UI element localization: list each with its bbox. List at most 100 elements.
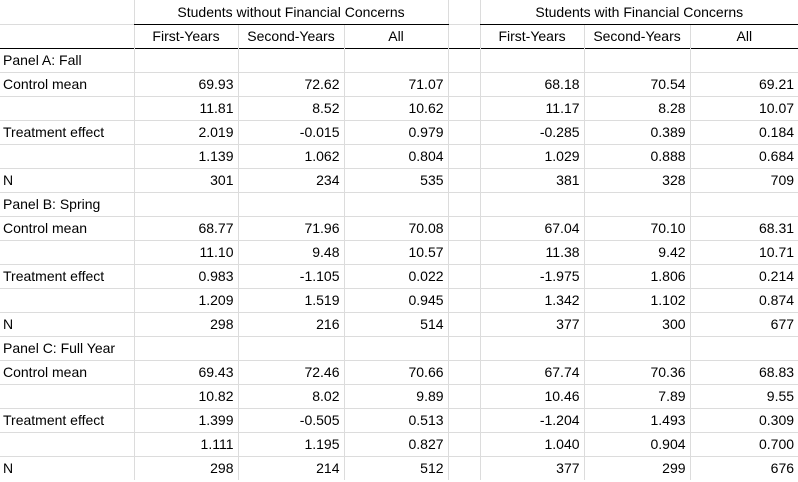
value-cell: 10.62	[343, 95, 449, 120]
value-cell: 0.684	[689, 143, 798, 168]
gap-cell	[447, 311, 481, 336]
value-cell: 1.062	[237, 143, 344, 168]
empty-cell	[479, 47, 585, 72]
row-label	[0, 287, 134, 312]
subheader-row: First-Years Second-Years All First-Years…	[0, 23, 798, 48]
empty-cell	[689, 335, 798, 360]
value-cell: 0.888	[583, 143, 691, 168]
value-cell: 0.983	[133, 263, 238, 288]
value-cell: 0.904	[583, 431, 691, 456]
value-cell: 1.195	[237, 431, 344, 456]
row-label	[0, 431, 134, 456]
value-cell: 1.029	[479, 143, 585, 168]
panel-title-row: Panel C: Full Year	[0, 335, 798, 360]
group-header-row: Students without Financial Concerns Stud…	[0, 0, 798, 25]
panel-title-row: Panel B: Spring	[0, 191, 798, 216]
group-header-without-concerns: Students without Financial Concerns	[133, 0, 449, 25]
gap-cell	[447, 71, 481, 96]
value-cell: 10.46	[479, 383, 585, 408]
value-cell: 11.17	[479, 95, 585, 120]
subheader-cell: All	[689, 23, 798, 48]
row-label: N	[0, 455, 134, 480]
table-row: Treatment effect 2.019 -0.015 0.979 -0.285 0.…	[0, 119, 798, 144]
value-cell: 71.96	[237, 215, 344, 240]
value-cell: 10.82	[133, 383, 238, 408]
value-cell: 9.42	[583, 239, 691, 264]
value-cell: 72.46	[237, 359, 344, 384]
table-row: 11.81 8.52 10.62 11.17 8.28 10.07	[0, 95, 798, 120]
value-cell: 70.10	[583, 215, 691, 240]
table-row: N 298 216 514 377 300 677	[0, 311, 798, 336]
value-cell: 68.31	[689, 215, 798, 240]
value-cell: 2.019	[133, 119, 238, 144]
value-cell: -0.505	[237, 407, 344, 432]
value-cell: 7.89	[583, 383, 691, 408]
value-cell: 68.83	[689, 359, 798, 384]
value-cell: 71.07	[343, 71, 449, 96]
panel-title: Panel A: Fall	[0, 47, 134, 72]
gap-cell	[447, 95, 481, 120]
value-cell: -0.015	[237, 119, 344, 144]
value-cell: -1.105	[237, 263, 344, 288]
gap-cell	[447, 431, 481, 456]
value-cell: 234	[237, 167, 344, 192]
empty-cell	[237, 191, 344, 216]
value-cell: 1.139	[133, 143, 238, 168]
row-label: Treatment effect	[0, 263, 134, 288]
value-cell: 9.48	[237, 239, 344, 264]
value-cell: 1.040	[479, 431, 585, 456]
panel-title: Panel B: Spring	[0, 191, 134, 216]
table-row: 1.111 1.195 0.827 1.040 0.904 0.700	[0, 431, 798, 456]
empty-cell	[689, 47, 798, 72]
table-row: Control mean 69.43 72.46 70.66 67.74 70.36 68.…	[0, 359, 798, 384]
empty-cell	[447, 191, 481, 216]
value-cell: 1.806	[583, 263, 691, 288]
value-cell: 68.18	[479, 71, 585, 96]
value-cell: 8.52	[237, 95, 344, 120]
value-cell: -1.975	[479, 263, 585, 288]
table-row: Treatment effect 1.399 -0.505 0.513 -1.204 1.…	[0, 407, 798, 432]
value-cell: 214	[237, 455, 344, 480]
value-cell: 67.74	[479, 359, 585, 384]
table-row: Control mean 69.93 72.62 71.07 68.18 70.54 69.…	[0, 71, 798, 96]
value-cell: 11.38	[479, 239, 585, 264]
gap-cell	[447, 23, 481, 48]
table-row: N 301 234 535 381 328 709	[0, 167, 798, 192]
table-row: 11.10 9.48 10.57 11.38 9.42 10.71	[0, 239, 798, 264]
value-cell: 328	[583, 167, 691, 192]
value-cell: 381	[479, 167, 585, 192]
empty-cell	[343, 47, 449, 72]
value-cell: 67.04	[479, 215, 585, 240]
value-cell: 216	[237, 311, 344, 336]
value-cell: 0.513	[343, 407, 449, 432]
empty-cell	[237, 47, 344, 72]
value-cell: 300	[583, 311, 691, 336]
row-label	[0, 143, 134, 168]
empty-cell	[583, 335, 691, 360]
empty-cell	[237, 335, 344, 360]
gap-cell	[447, 0, 481, 24]
value-cell: 10.57	[343, 239, 449, 264]
value-cell: 1.519	[237, 287, 344, 312]
gap-cell	[447, 455, 481, 480]
value-cell: 8.02	[237, 383, 344, 408]
value-cell: 0.184	[689, 119, 798, 144]
row-label: Control mean	[0, 215, 134, 240]
empty-cell	[479, 191, 585, 216]
gap-cell	[447, 215, 481, 240]
subheader-cell: Second-Years	[583, 23, 691, 48]
value-cell: 70.54	[583, 71, 691, 96]
value-cell: 1.209	[133, 287, 238, 312]
subheader-cell: First-Years	[133, 23, 238, 48]
empty-cell	[343, 335, 449, 360]
subheader-cell: All	[343, 23, 449, 48]
table-row: Control mean 68.77 71.96 70.08 67.04 70.10 68.…	[0, 215, 798, 240]
value-cell: 11.81	[133, 95, 238, 120]
gap-cell	[447, 239, 481, 264]
group-header-with-concerns: Students with Financial Concerns	[479, 0, 798, 25]
value-cell: 514	[343, 311, 449, 336]
value-cell: 676	[689, 455, 798, 480]
value-cell: 10.71	[689, 239, 798, 264]
empty-cell	[133, 335, 238, 360]
value-cell: 709	[689, 167, 798, 192]
